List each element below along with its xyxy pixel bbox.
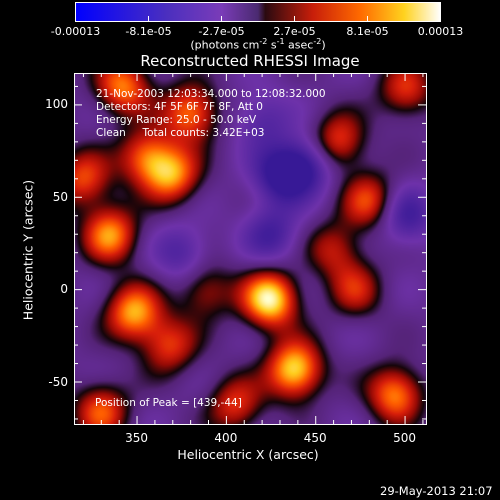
colorbar-tick-label: 8.1e-05: [346, 25, 389, 38]
x-tick-label: 350: [125, 431, 148, 445]
clean-counts-label: Clean Total counts: 3.42E+03: [96, 127, 265, 139]
y-axis-label: Heliocentric Y (arcsec): [20, 179, 36, 321]
colorbar-tick-label: -8.1e-05: [125, 25, 172, 38]
chart-title: Reconstructed RHESSI Image: [140, 52, 360, 70]
plot-frame: [74, 73, 427, 425]
x-axis-ticks: [82, 73, 424, 424]
colorbar-tick-label: 2.7e-05: [273, 25, 316, 38]
detectors-label: Detectors: 4F 5F 6F 7F 8F, Att 0: [96, 101, 263, 113]
heatmap-image: [74, 73, 427, 425]
colorbar-tick-label: -2.7e-05: [198, 25, 245, 38]
colorbar-ticks: [75, 16, 441, 22]
colorbar: [75, 2, 441, 22]
y-tick-label: -50: [48, 374, 68, 389]
x-tick-label: 450: [303, 431, 327, 445]
date-stamp: 29-May-2013 21:07: [380, 484, 493, 498]
y-axis-ticks: [74, 85, 426, 420]
x-tick-label: 400: [214, 431, 238, 445]
x-tick-label: 500: [393, 431, 416, 445]
colorbar-tick-label: -0.00013: [50, 25, 101, 38]
energy-range-label: Energy Range: 25.0 - 50.0 keV: [96, 114, 257, 126]
x-axis-label: Heliocentric X (arcsec): [177, 447, 319, 462]
y-tick-label: 0: [60, 282, 68, 297]
peak-position-label: Position of Peak = [439,-44]: [95, 397, 242, 409]
y-tick-label: 50: [52, 189, 68, 204]
y-tick-label: 100: [45, 97, 68, 112]
colorbar-tick-label: 0.00013: [417, 25, 464, 38]
colorbar-units: (photons cm-2 s-1 asec-2): [190, 37, 326, 52]
time-range-label: 21-Nov-2003 12:03:34.000 to 12:08:32.000: [96, 88, 326, 100]
colorbar-gradient: [75, 2, 441, 22]
